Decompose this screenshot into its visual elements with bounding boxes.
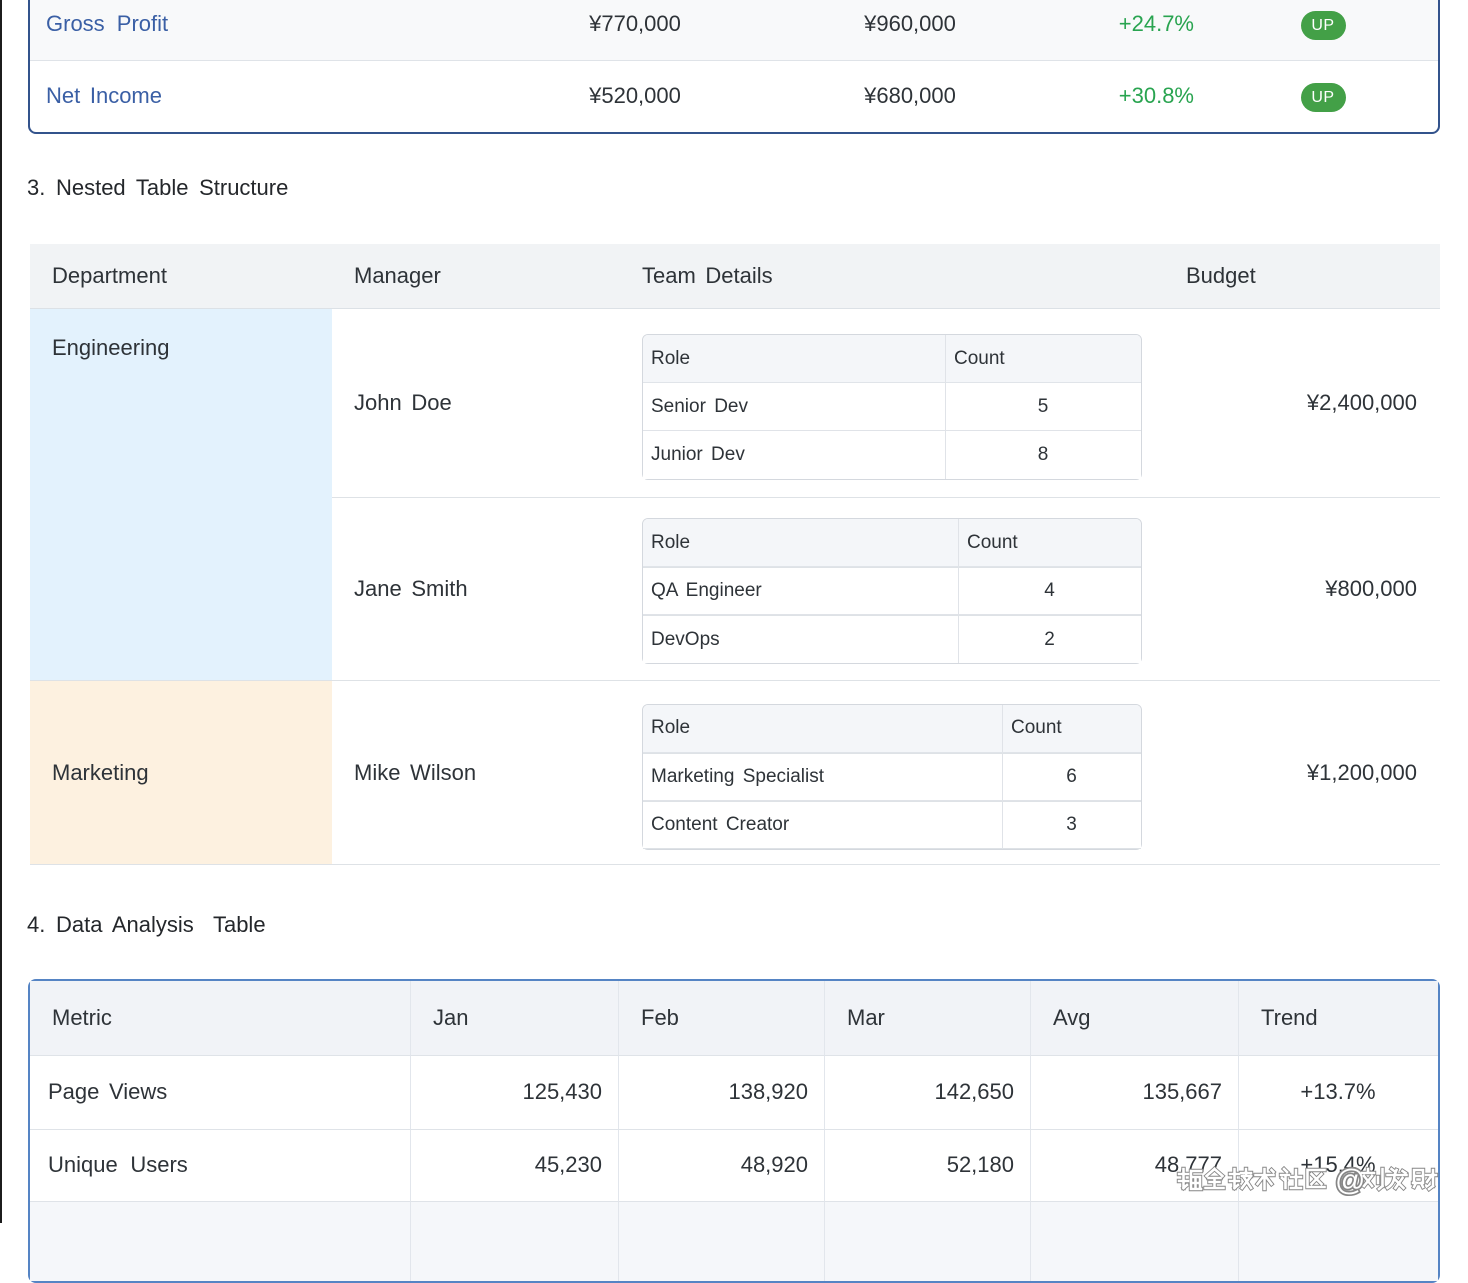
svg-text:@: @: [1335, 1164, 1365, 1197]
svg-text:@: @: [1335, 1164, 1365, 1197]
